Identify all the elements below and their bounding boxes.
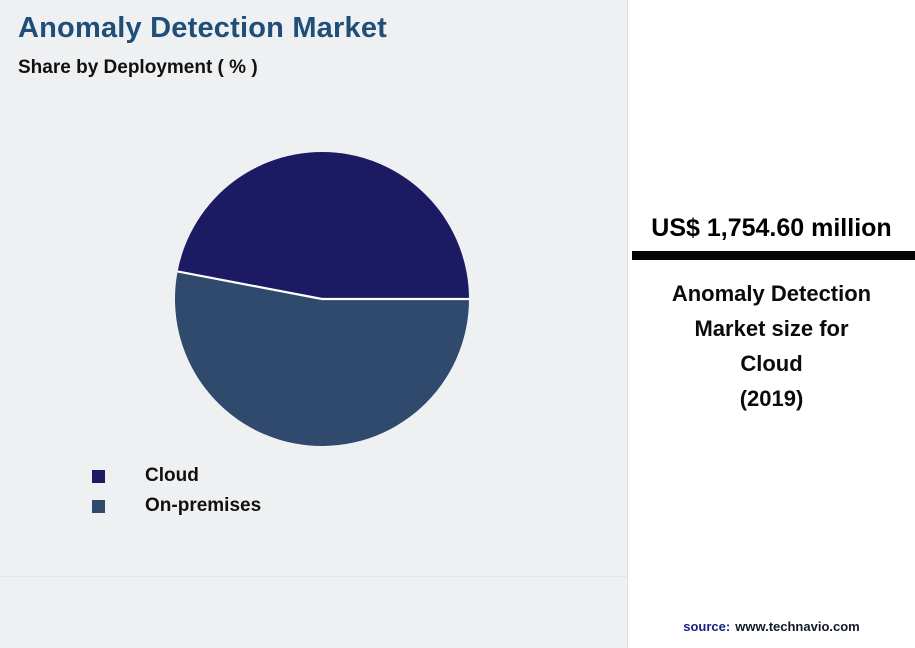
legend-label: Cloud xyxy=(145,465,199,486)
chart-area: Anomaly Detection Market Share by Deploy… xyxy=(0,12,627,577)
market-value: US$ 1,754.60 million xyxy=(651,214,892,242)
chart-subtitle: Share by Deployment ( % ) xyxy=(18,57,258,78)
legend-item: On-premises xyxy=(92,491,261,521)
legend-label: On-premises xyxy=(145,495,262,516)
legend-swatch xyxy=(92,499,105,513)
pie-chart xyxy=(174,151,470,447)
divider-line xyxy=(0,576,627,577)
accent-bar xyxy=(632,251,915,260)
chart-title: Anomaly Detection Market xyxy=(18,12,387,44)
legend: Cloud On-premises xyxy=(92,461,261,521)
legend-swatch xyxy=(92,469,105,483)
pie-slice-on-premises xyxy=(174,271,470,447)
source-line: source: www.technavio.com xyxy=(628,619,915,634)
legend-item: Cloud xyxy=(92,461,261,491)
market-description: Anomaly Detection Market size for Cloud … xyxy=(671,281,872,411)
slice-divider xyxy=(177,270,323,301)
info-panel: US$ 1,754.60 million Anomaly Detection M… xyxy=(627,0,915,648)
pie-slice-cloud xyxy=(177,151,470,299)
source-label: source: xyxy=(683,619,731,634)
source-url: www.technavio.com xyxy=(735,619,860,634)
